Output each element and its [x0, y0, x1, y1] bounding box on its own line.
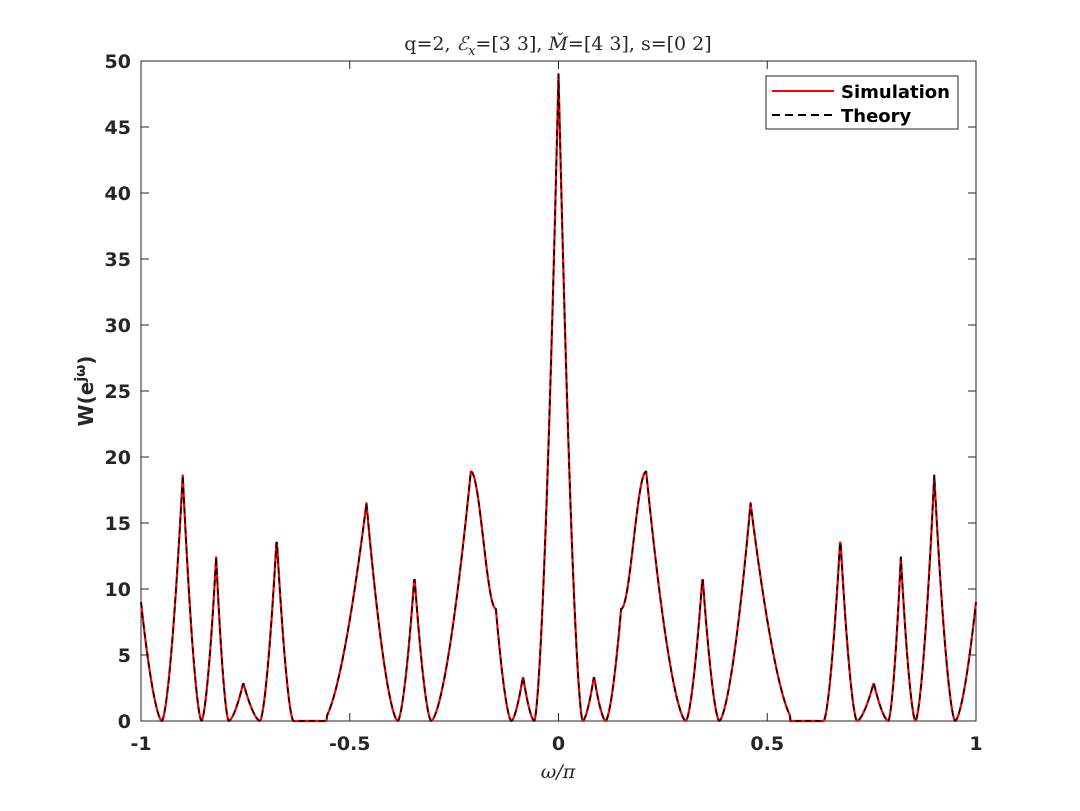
- y-tick-label: 50: [105, 51, 131, 73]
- y-tick-label: 10: [105, 579, 131, 601]
- y-tick-label: 5: [118, 645, 131, 667]
- chart-title: q=2, ℰx=[3 3], M̌=[4 3], s=[0 2]: [404, 33, 711, 59]
- x-tick-label: -1: [130, 733, 151, 755]
- y-tick-label: 0: [118, 711, 131, 733]
- series-theory-line: [140, 73, 977, 722]
- y-tick-label: 45: [105, 117, 131, 139]
- y-tick-label: 35: [105, 249, 131, 271]
- y-tick-label: 15: [105, 513, 131, 535]
- x-tick-label: 0: [552, 733, 565, 755]
- legend: Simulation Theory: [765, 75, 959, 130]
- y-tick-label: 25: [105, 381, 131, 403]
- y-tick-label: 30: [105, 315, 131, 337]
- legend-theory-label: Theory: [841, 106, 912, 127]
- x-tick-label: -0.5: [329, 733, 371, 755]
- x-tick-label: 0.5: [750, 733, 784, 755]
- axes-box: [140, 60, 977, 722]
- series-layer: [139, 73, 978, 723]
- x-axis-label: ω/π: [541, 761, 576, 783]
- x-tick-label: 1: [969, 733, 982, 755]
- y-axis-label: W(ejω): [73, 356, 98, 427]
- legend-simulation-label: Simulation: [841, 82, 950, 103]
- legend-box: [765, 75, 959, 130]
- y-tick-label: 40: [105, 183, 131, 205]
- y-tick-label: 20: [105, 447, 131, 469]
